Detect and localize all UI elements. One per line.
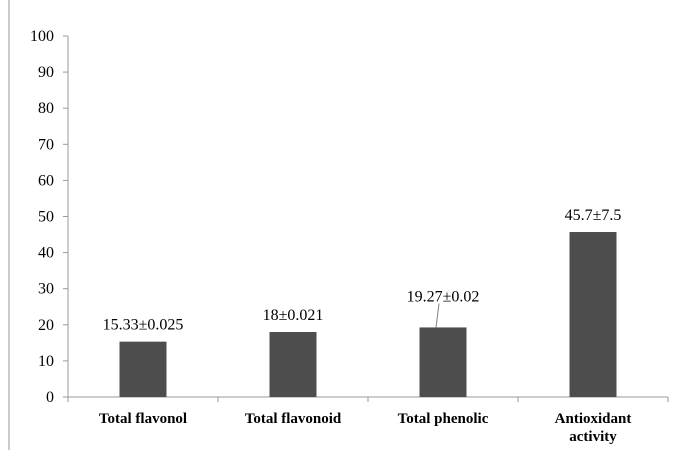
- y-tick-label: 70: [38, 136, 54, 153]
- y-tick-label: 40: [38, 245, 54, 262]
- bar: [569, 232, 617, 397]
- bar: [269, 332, 317, 397]
- y-tick-label: 60: [38, 172, 54, 189]
- y-axis-ticks: 0 10 20 30 40 50 60 70 80 90 100: [30, 28, 68, 406]
- y-tick-label: 30: [38, 281, 54, 298]
- x-axis-ticks: [67, 397, 669, 402]
- y-tick-label: 80: [38, 100, 54, 117]
- data-labels: 15.33±0.025 18±0.021 19.27±0.02 45.7±7.5: [103, 207, 622, 334]
- data-label: 19.27±0.02: [407, 288, 480, 305]
- data-label-leader-line: [435, 303, 440, 328]
- category-label: Total flavonol: [99, 411, 187, 427]
- category-labels: Total flavonol Total flavonoid Total pheno…: [99, 411, 631, 445]
- bar-series: [119, 232, 617, 397]
- y-tick-label: 90: [38, 64, 54, 81]
- y-tick-label: 100: [30, 28, 54, 45]
- data-label: 45.7±7.5: [565, 207, 622, 224]
- data-label: 18±0.021: [263, 307, 324, 324]
- y-tick-label: 20: [38, 317, 54, 334]
- bar: [419, 327, 467, 397]
- y-tick-label: 10: [38, 353, 54, 370]
- data-label: 15.33±0.025: [103, 317, 184, 334]
- bar: [119, 341, 167, 397]
- category-label: activity: [569, 429, 617, 445]
- category-label: Total phenolic: [398, 411, 489, 427]
- y-tick-label: 0: [46, 389, 54, 406]
- category-label: Total flavonoid: [245, 411, 342, 427]
- y-tick-label: 50: [38, 209, 54, 226]
- category-label: Antioxidant: [555, 411, 632, 427]
